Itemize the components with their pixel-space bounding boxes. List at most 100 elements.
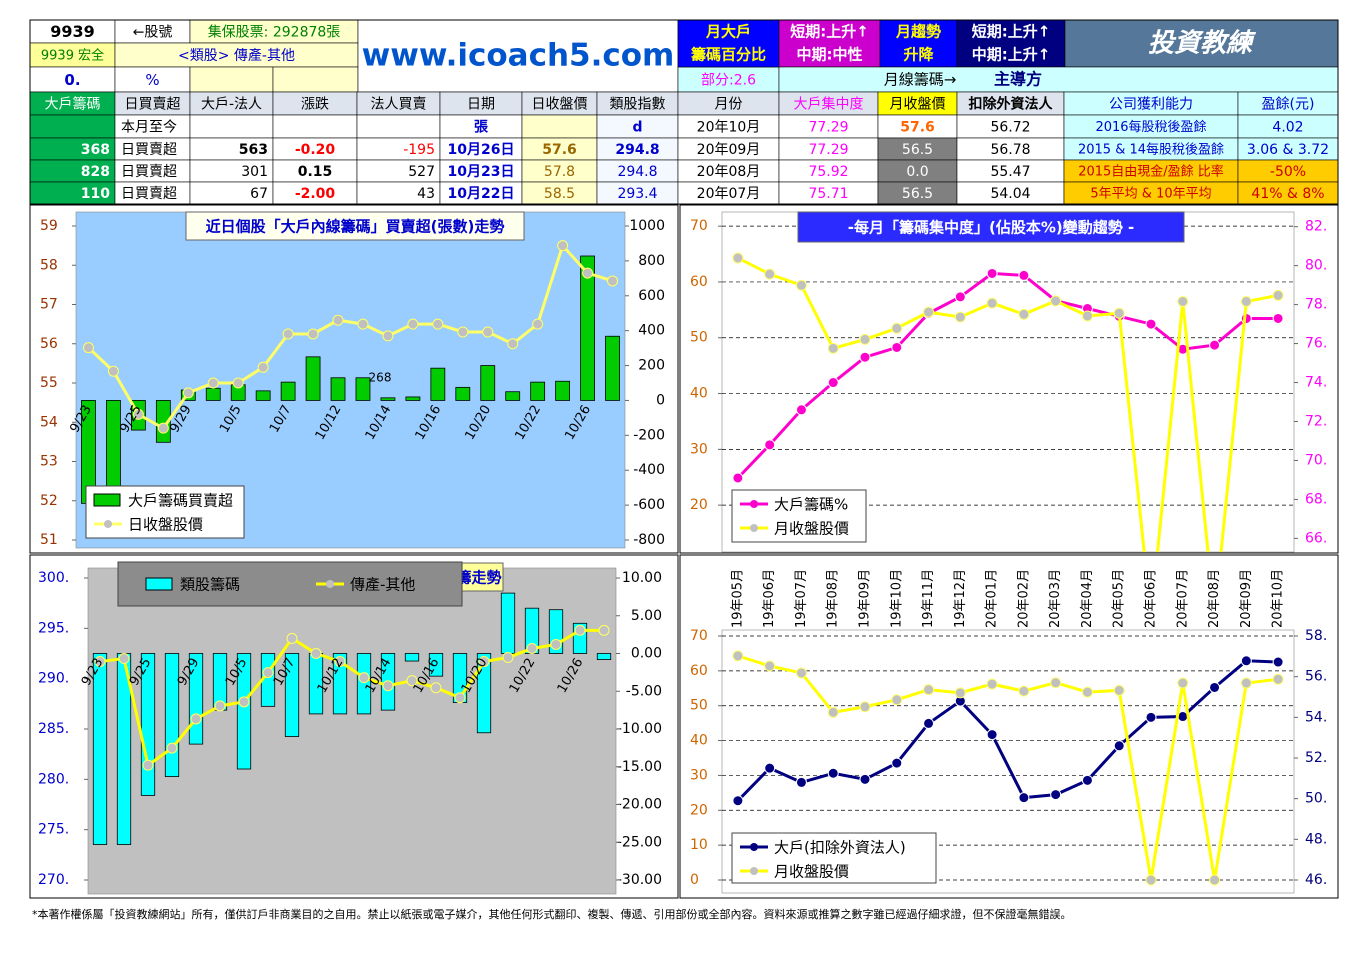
bar xyxy=(404,653,420,662)
bar xyxy=(555,380,571,401)
point xyxy=(986,678,998,690)
y2-tick-label: 52. xyxy=(1305,750,1327,766)
y2-tick-label: -5.00 xyxy=(626,683,662,699)
y-tick-label: 20 xyxy=(690,802,708,818)
status-text: 中期:中性 xyxy=(797,46,863,64)
cell xyxy=(114,66,191,93)
x-tick-label: 20年10月 xyxy=(1271,569,1286,628)
chart-title-box xyxy=(454,562,504,592)
table-cell: 301 xyxy=(241,164,268,180)
chart-title: 籌走勢 xyxy=(456,569,501,587)
point xyxy=(764,439,776,451)
table-cell: 563 xyxy=(239,142,268,158)
point xyxy=(432,318,444,330)
point xyxy=(454,692,466,704)
status-text: 短期:上升↑ xyxy=(790,23,869,41)
y-tick-label: 300. xyxy=(38,570,69,586)
point xyxy=(358,672,370,684)
point xyxy=(795,776,807,788)
cell xyxy=(356,114,441,139)
legend-label: 日收盤股價 xyxy=(128,516,203,534)
table-cell: 10月26日 xyxy=(448,142,515,158)
point xyxy=(334,656,346,668)
column-header: 月份 xyxy=(715,97,743,113)
y2-tick-label: 50. xyxy=(1305,791,1327,807)
point xyxy=(1209,681,1221,693)
table-cell: -195 xyxy=(403,142,435,158)
chart-title: 近日個股「大戶內線籌碼」買賣超(張數)走勢 xyxy=(206,218,505,236)
x-tick-label: 20年08月 xyxy=(1207,569,1222,628)
x-tick-label: 20年01月 xyxy=(985,569,1000,628)
table-cell: 張 xyxy=(474,120,489,136)
x-tick-label: 19年05月 xyxy=(730,569,745,628)
status-text: 月趨勢 xyxy=(895,23,941,41)
point xyxy=(891,341,903,353)
point xyxy=(1018,269,1030,281)
y2-tick-label: -20.00 xyxy=(617,797,662,813)
point xyxy=(1018,685,1030,697)
legend-swatch xyxy=(326,580,334,588)
point xyxy=(1081,774,1093,786)
cell xyxy=(677,19,780,68)
point xyxy=(357,318,369,330)
y-tick-label: 40 xyxy=(690,386,708,402)
series-layer xyxy=(732,252,1284,552)
cell xyxy=(357,19,679,93)
point xyxy=(795,404,807,416)
legend-swatch xyxy=(93,493,121,507)
legend-label: 傳產-其他 xyxy=(350,576,415,594)
cell xyxy=(956,19,1066,68)
y-tick-label: 50 xyxy=(690,330,708,346)
bar xyxy=(92,653,108,845)
y2-tick-label: -400 xyxy=(633,462,665,478)
cell xyxy=(778,66,1339,93)
table-cell: 0.0 xyxy=(906,164,928,180)
y2-tick-label: 1000 xyxy=(629,218,665,234)
point xyxy=(190,713,202,725)
y-tick-label: 70 xyxy=(690,218,708,234)
line xyxy=(87,242,613,431)
x-tick-label: 20年07月 xyxy=(1175,569,1190,628)
point xyxy=(1018,792,1030,804)
bar xyxy=(330,377,346,401)
header-text: 9939 xyxy=(50,22,95,41)
y-tick-label: 57 xyxy=(40,297,58,313)
legend xyxy=(731,832,937,884)
line xyxy=(99,628,604,768)
y2-tick-label: -600 xyxy=(633,497,665,513)
point xyxy=(310,648,322,659)
point xyxy=(382,330,394,342)
y-tick-label: 30 xyxy=(690,441,708,457)
table-cell: 4.02 xyxy=(1272,120,1303,136)
point xyxy=(732,472,744,484)
point xyxy=(406,675,418,687)
point xyxy=(1018,308,1030,320)
table-cell: 75.71 xyxy=(808,186,848,202)
point xyxy=(1081,310,1093,322)
header-text: www.icoach5.com xyxy=(362,38,675,74)
y-tick-label: 52 xyxy=(40,493,58,509)
point xyxy=(407,318,419,330)
header-text: 集保股票: 292878張 xyxy=(208,24,341,41)
point xyxy=(795,667,807,679)
point xyxy=(82,342,94,354)
table-cell: -2.00 xyxy=(295,186,336,202)
cell xyxy=(114,42,359,68)
column-header: 日收盤價 xyxy=(532,96,588,113)
table-cell: 日買賣超 xyxy=(121,186,177,202)
header-text: % xyxy=(145,71,159,89)
table-cell: 56.72 xyxy=(990,120,1030,136)
legend-label: 大戶籌碼% xyxy=(774,496,848,514)
y2-tick-label: 74. xyxy=(1305,375,1327,391)
column-header: 月收盤價 xyxy=(890,96,946,113)
point xyxy=(891,322,903,334)
point xyxy=(923,684,935,696)
logo xyxy=(1064,19,1339,68)
table-cell: 日買賣超 xyxy=(121,142,177,158)
point xyxy=(954,311,966,323)
bar xyxy=(605,335,620,401)
point xyxy=(132,408,144,420)
column-header: 法人買賣 xyxy=(371,97,427,113)
point xyxy=(478,656,490,668)
